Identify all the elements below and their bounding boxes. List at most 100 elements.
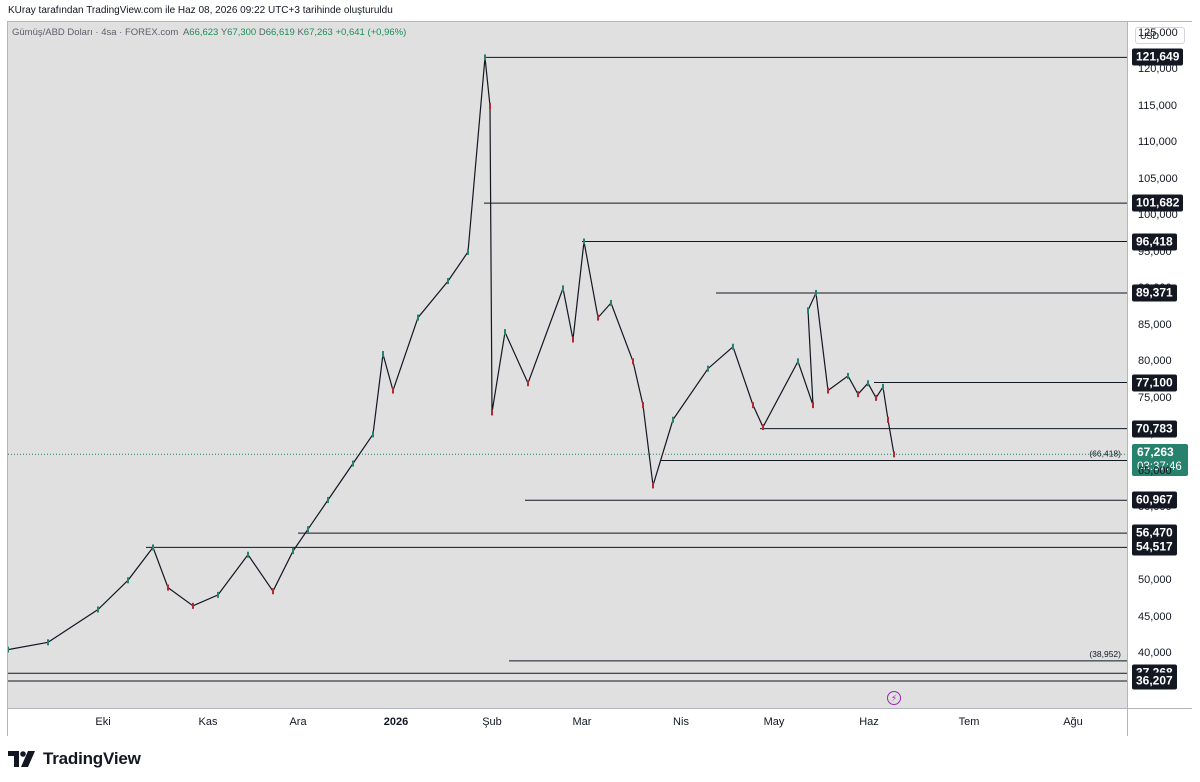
bar-countdown: 03:37:46 [1137, 461, 1182, 474]
current-price-value: 67,263 [1137, 445, 1174, 460]
price-tick-label: 85,000 [1138, 318, 1172, 331]
price-point [392, 387, 394, 394]
price-point [127, 577, 129, 584]
level-price-tag: 54,517 [1132, 538, 1177, 556]
price-point [572, 336, 574, 343]
price-tick-label: 40,000 [1138, 647, 1172, 660]
currency-button[interactable]: USD [1135, 27, 1185, 44]
price-point [484, 54, 486, 61]
price-tick-label: 120,000 [1138, 63, 1178, 76]
symbol-name[interactable]: Gümüş/ABD Doları · 4sa · FOREX.com [12, 27, 179, 38]
level-price-tag: 96,418 [1132, 233, 1177, 251]
lightning-bolt-icon[interactable]: ⚡ [887, 691, 901, 705]
price-point [491, 409, 493, 416]
close-value: 67,263 [303, 27, 333, 38]
price-point [527, 380, 529, 387]
level-price-tag: 89,371 [1132, 284, 1177, 302]
price-point [797, 358, 799, 365]
price-point [707, 365, 709, 372]
price-point [47, 639, 49, 646]
price-series-line[interactable] [8, 57, 895, 651]
price-point [762, 424, 764, 431]
price-point [152, 544, 154, 551]
price-point [847, 372, 849, 379]
price-point [875, 394, 877, 401]
price-point [292, 548, 294, 555]
price-point [352, 460, 354, 467]
time-tick-label: Nis [673, 716, 689, 728]
price-tick-label: 80,000 [1138, 355, 1172, 368]
price-point [632, 358, 634, 365]
price-point [857, 391, 859, 398]
tradingview-logo-icon [8, 751, 35, 767]
level-price-tag: 77,100 [1132, 374, 1177, 391]
top-bar: KUray tarafından TradingView.com ile Haz… [0, 0, 1200, 20]
high-value: 67,300 [227, 27, 257, 38]
price-point [272, 588, 274, 595]
logo-text: TradingView [43, 749, 141, 768]
tradingview-logo[interactable]: TradingView [8, 748, 141, 770]
price-point [8, 646, 9, 653]
plot-area[interactable]: (66,418) (38,952) Gümüş/ABD Doları · 4sa … [8, 22, 1127, 708]
price-point [812, 402, 814, 409]
low-label: D [258, 27, 266, 38]
price-point [217, 591, 219, 598]
time-tick-label: Tem [958, 716, 980, 728]
price-tick-label: 125,000 [1138, 26, 1178, 39]
price-point [815, 289, 817, 296]
price-point [97, 606, 99, 613]
time-tick-label: 2026 [383, 716, 409, 728]
price-scale[interactable]: USD 67,263 03:37:46 40,00045,00050,00055… [1127, 22, 1192, 708]
symbol-legend[interactable]: Gümüş/ABD Doları · 4sa · FOREX.com A66,6… [12, 27, 406, 38]
price-point [562, 285, 564, 292]
time-tick-label: May [763, 716, 785, 728]
time-tick-label: Eki [95, 716, 111, 728]
high-label: Y [220, 27, 228, 38]
price-point [732, 343, 734, 350]
price-point [504, 329, 506, 336]
time-tick-label: Ağu [1063, 716, 1083, 728]
price-point [489, 102, 491, 109]
price-point [652, 482, 654, 489]
price-point [372, 431, 374, 438]
time-tick-label: Şub [482, 716, 502, 728]
price-point [672, 416, 674, 423]
price-tick-label: 65,000 [1138, 464, 1172, 477]
price-point [642, 402, 644, 409]
price-point [417, 314, 419, 321]
price-tick-label: 75,000 [1138, 391, 1172, 404]
price-tick-label: 110,000 [1138, 136, 1177, 149]
price-point [887, 416, 889, 423]
price-point [447, 278, 449, 285]
open-value: 66,623 [189, 27, 219, 38]
level-price-tag: 121,649 [1132, 48, 1184, 66]
chart-frame: (66,418) (38,952) Gümüş/ABD Doları · 4sa … [7, 21, 1192, 736]
level-price-tag: 70,783 [1132, 420, 1177, 438]
price-point [867, 380, 869, 387]
price-chart-svg[interactable]: (66,418) (38,952) [8, 22, 1127, 708]
level-inline-label: (38,952) [1089, 649, 1121, 659]
level-inline-label: (66,418) [1089, 448, 1121, 458]
price-tick-label: 100,000 [1138, 209, 1178, 222]
close-label: K [297, 27, 304, 38]
current-price-tag: 67,263 03:37:46 [1132, 444, 1188, 477]
price-point [827, 387, 829, 394]
price-point [610, 299, 612, 306]
change-value: +0,641 (+0,96%) [335, 27, 407, 38]
price-point [467, 248, 469, 255]
price-tick-label: 115,000 [1138, 99, 1177, 112]
time-scale[interactable]: Eki Kas Ara 2026 Şub Mar Nis May Haz Tem Ağu [8, 708, 1127, 736]
level-price-tag: 60,967 [1132, 491, 1177, 509]
price-tick-label: 45,000 [1138, 610, 1172, 623]
price-point [597, 314, 599, 321]
price-point [327, 497, 329, 504]
time-tick-label: Mar [572, 716, 592, 728]
low-value: 66,619 [265, 27, 295, 38]
open-label: A [182, 27, 190, 38]
price-tick-label: 105,000 [1138, 172, 1178, 185]
level-price-tag: 56,470 [1132, 524, 1177, 542]
price-point [192, 602, 194, 609]
price-point [247, 551, 249, 558]
price-point [167, 584, 169, 591]
scale-corner [1127, 708, 1192, 736]
